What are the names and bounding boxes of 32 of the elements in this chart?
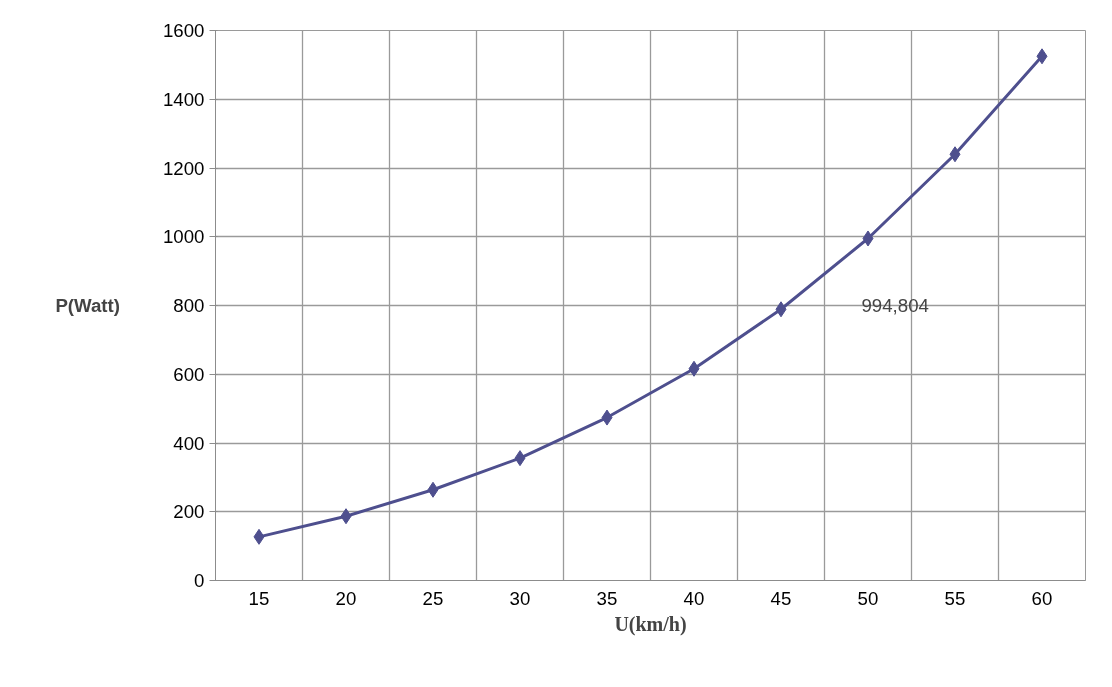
x-tick-label: 50 bbox=[857, 587, 879, 609]
point bbox=[862, 230, 874, 247]
y-tick-label: 1000 bbox=[163, 226, 205, 248]
x-tick-label: 45 bbox=[770, 587, 792, 609]
y-tick-label: 400 bbox=[173, 432, 205, 454]
y-tick-label: 600 bbox=[173, 363, 205, 385]
y-tick-label: 1400 bbox=[163, 88, 205, 110]
x-tick-label: 20 bbox=[335, 587, 357, 609]
point bbox=[949, 146, 961, 163]
x-axis-title: U(km/h) bbox=[614, 612, 687, 636]
y-tick-label: 1200 bbox=[163, 157, 205, 179]
x-tick-label: 60 bbox=[1031, 587, 1053, 609]
point bbox=[601, 409, 613, 426]
point bbox=[427, 481, 439, 498]
y-tick-label: 1600 bbox=[163, 20, 205, 41]
y-tick-label: 200 bbox=[173, 501, 205, 523]
point bbox=[688, 360, 700, 377]
point bbox=[253, 528, 265, 545]
point bbox=[514, 450, 526, 467]
y-tick-label: 800 bbox=[173, 295, 205, 316]
x-tick-label: 40 bbox=[683, 587, 705, 609]
x-tick-label: 30 bbox=[509, 587, 531, 609]
y-tick-label: 0 bbox=[194, 570, 205, 591]
x-tick-label: 35 bbox=[596, 587, 618, 609]
point bbox=[340, 508, 352, 525]
point bbox=[775, 301, 787, 318]
x-tick-label: 55 bbox=[944, 587, 966, 609]
x-tick-label: 25 bbox=[422, 587, 444, 609]
x-tick-label: 15 bbox=[248, 587, 270, 609]
point bbox=[1036, 48, 1048, 65]
annotation: 994,804 bbox=[861, 295, 929, 316]
y-axis-title: P(Watt) bbox=[55, 295, 120, 316]
